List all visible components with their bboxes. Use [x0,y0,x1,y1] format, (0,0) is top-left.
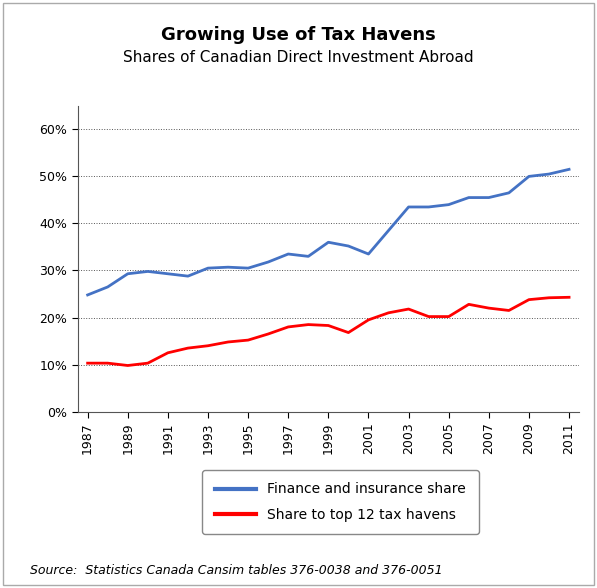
Text: Shares of Canadian Direct Investment Abroad: Shares of Canadian Direct Investment Abr… [123,50,474,65]
Finance and insurance share [345,242,352,249]
Share to top 12 tax havens [465,301,472,308]
Share to top 12 tax havens [245,336,252,343]
Share to top 12 tax havens [485,305,493,312]
Share to top 12 tax havens [565,294,573,301]
Share to top 12 tax havens [445,313,453,320]
Share to top 12 tax havens [84,360,91,367]
Finance and insurance share [285,250,292,258]
Share to top 12 tax havens [325,322,332,329]
Finance and insurance share [425,203,432,211]
Finance and insurance share [485,194,493,201]
Share to top 12 tax havens [505,307,512,314]
Finance and insurance share [365,250,372,258]
Share to top 12 tax havens [525,296,533,303]
Finance and insurance share [164,270,171,278]
Share to top 12 tax havens [546,294,553,301]
Finance and insurance share [104,283,111,290]
Share to top 12 tax havens [164,349,171,356]
Finance and insurance share [84,292,91,299]
Share to top 12 tax havens [285,323,292,330]
Share to top 12 tax havens [104,360,111,367]
Share to top 12 tax havens [425,313,432,320]
Finance and insurance share [465,194,472,201]
Finance and insurance share [445,201,453,208]
Finance and insurance share [565,166,573,173]
Finance and insurance share [264,259,272,266]
Text: Source:  Statistics Canada Cansim tables 376-0038 and 376-0051: Source: Statistics Canada Cansim tables … [30,564,442,577]
Finance and insurance share [505,189,512,196]
Share to top 12 tax havens [264,330,272,338]
Line: Finance and insurance share: Finance and insurance share [88,169,569,295]
Finance and insurance share [245,265,252,272]
Share to top 12 tax havens [204,342,211,349]
Share to top 12 tax havens [365,316,372,323]
Line: Share to top 12 tax havens: Share to top 12 tax havens [88,298,569,366]
Finance and insurance share [124,270,131,278]
Finance and insurance share [144,268,152,275]
Share to top 12 tax havens [224,339,232,346]
Share to top 12 tax havens [385,309,392,316]
Finance and insurance share [525,173,533,180]
Share to top 12 tax havens [144,360,152,367]
Finance and insurance share [184,273,192,280]
Finance and insurance share [405,203,412,211]
Finance and insurance share [204,265,211,272]
Share to top 12 tax havens [304,321,312,328]
Finance and insurance share [385,227,392,234]
Finance and insurance share [304,253,312,260]
Share to top 12 tax havens [345,329,352,336]
Text: Growing Use of Tax Havens: Growing Use of Tax Havens [161,26,436,45]
Finance and insurance share [224,263,232,270]
Finance and insurance share [325,239,332,246]
Legend: Finance and insurance share, Share to top 12 tax havens: Finance and insurance share, Share to to… [202,470,479,534]
Share to top 12 tax havens [124,362,131,369]
Finance and insurance share [546,171,553,178]
Share to top 12 tax havens [184,345,192,352]
Share to top 12 tax havens [405,306,412,313]
